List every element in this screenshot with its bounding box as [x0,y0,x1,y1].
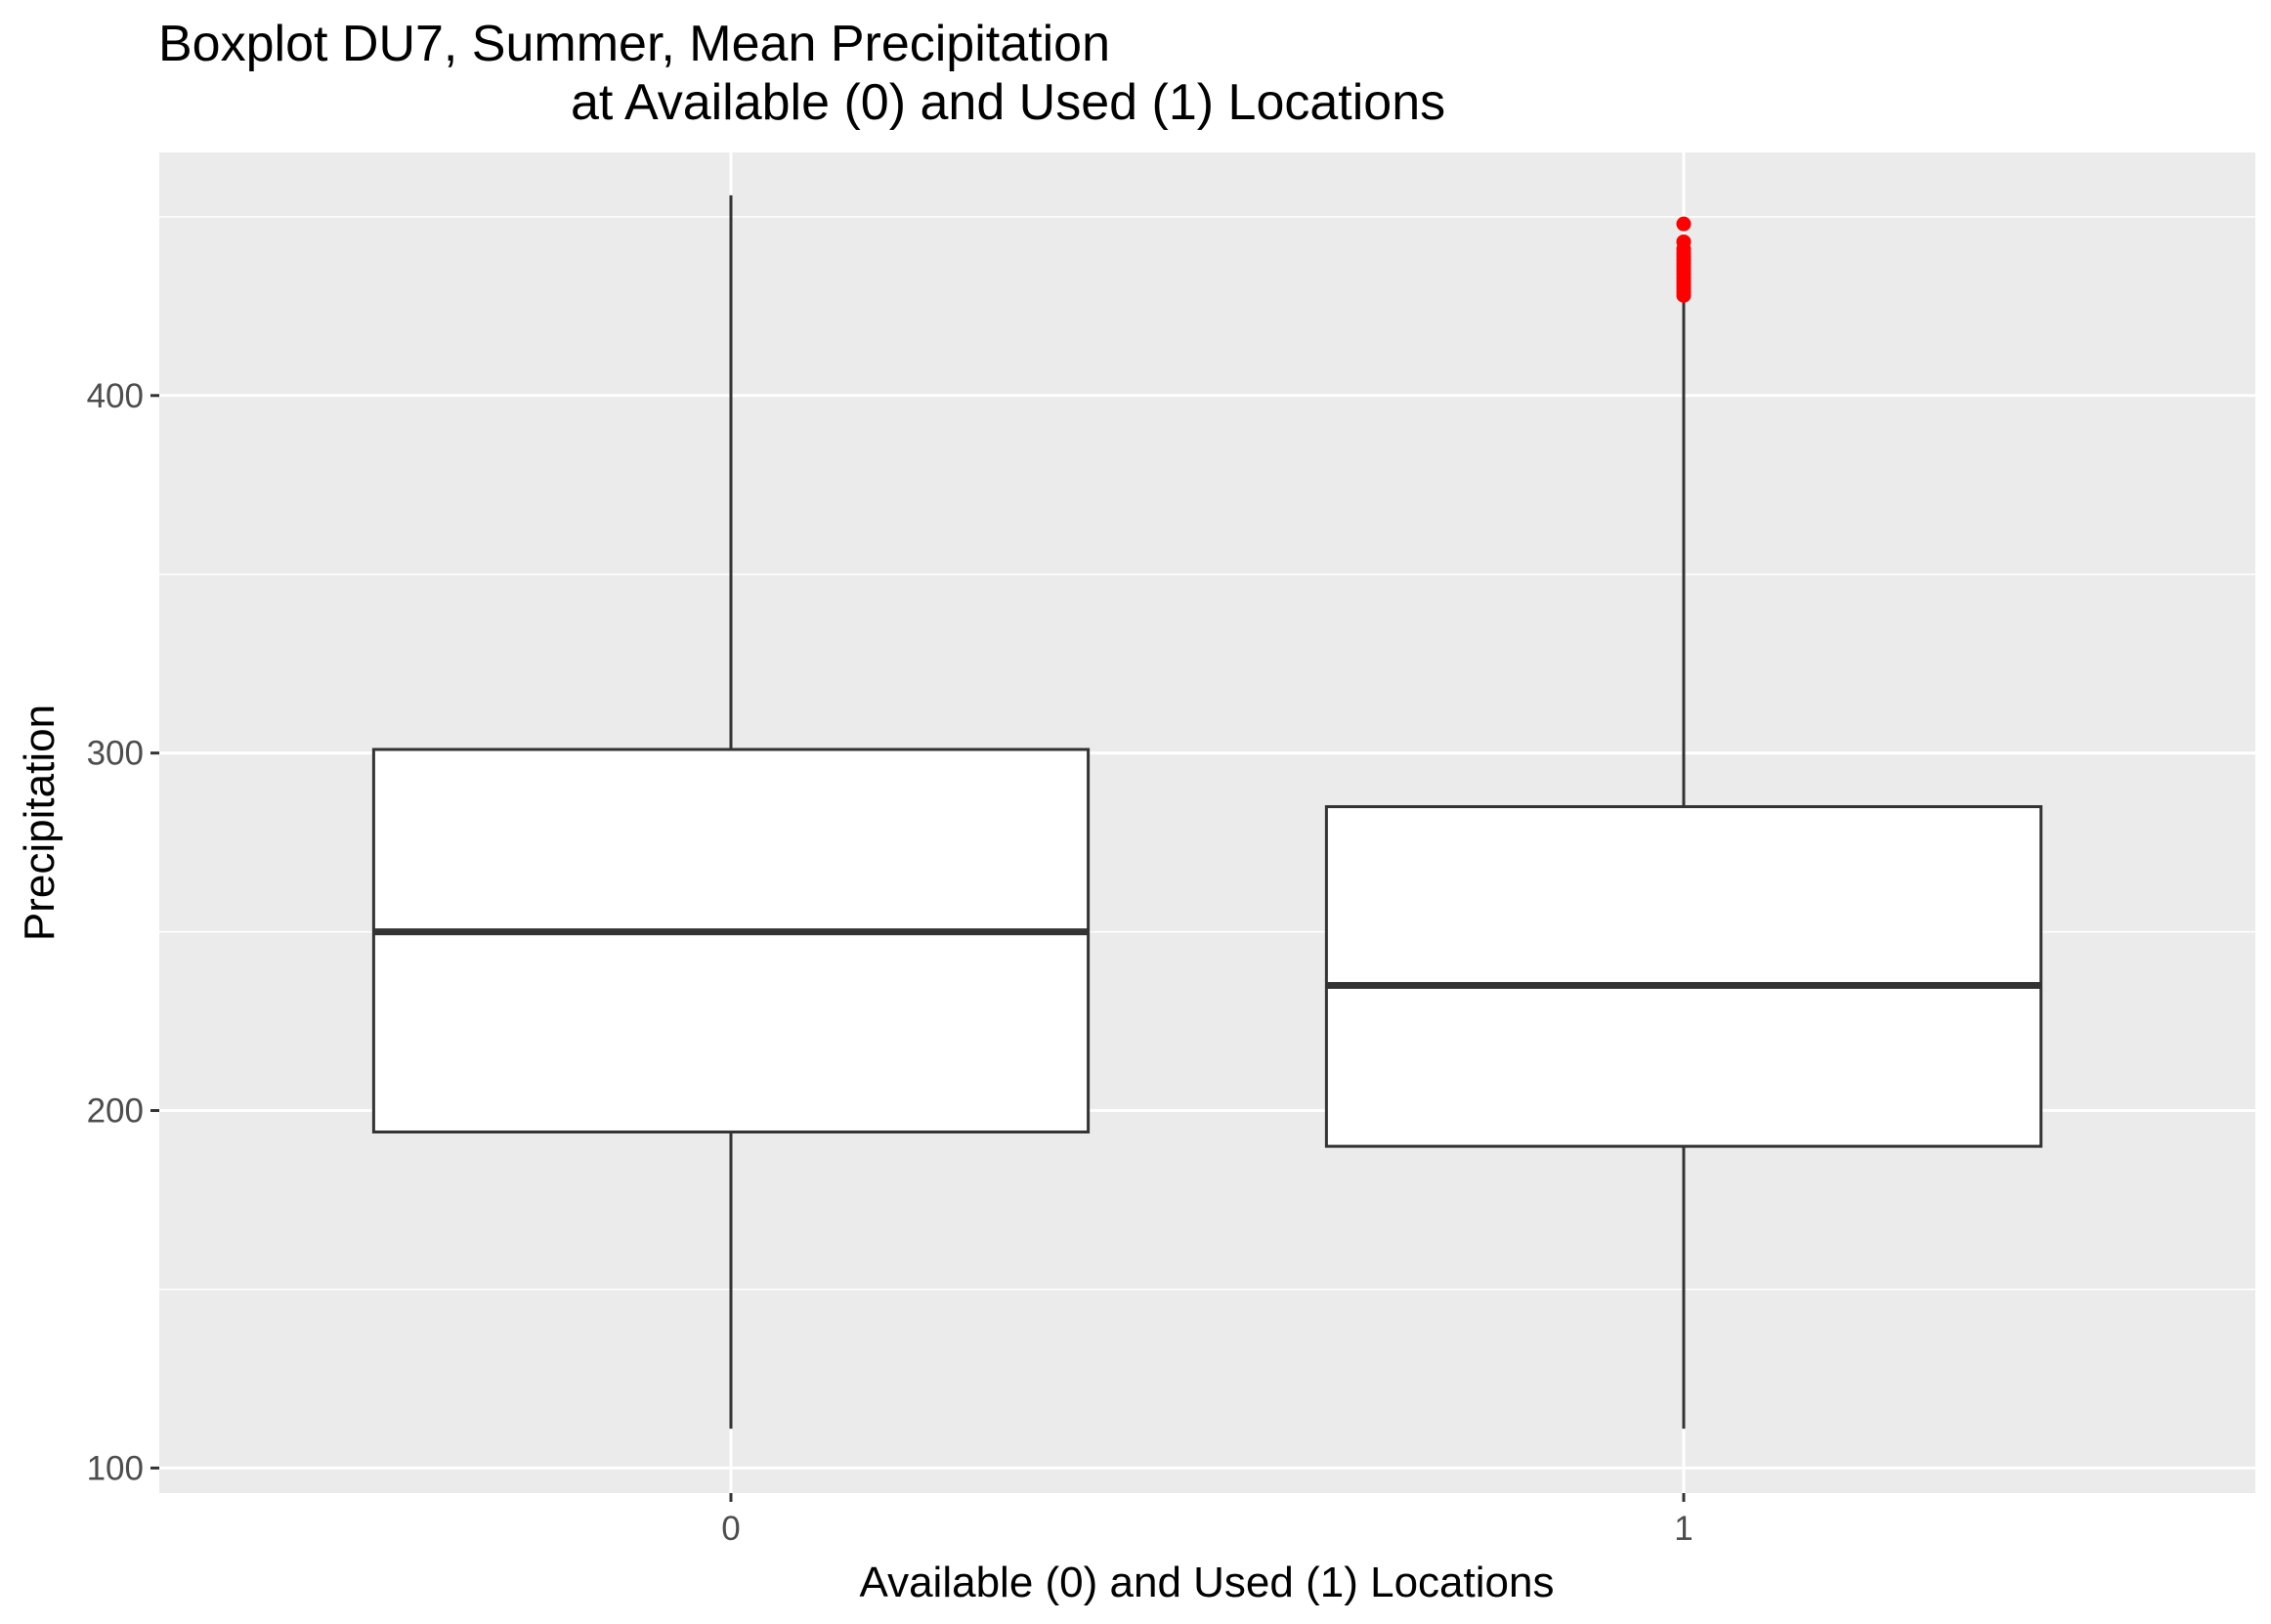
chart-subtitle: at Available (0) and Used (1) Locations [571,74,1445,131]
chart-title: Boxplot DU7, Summer, Mean Precipitation [158,16,1110,72]
y-tick-label: 300 [87,735,144,773]
x-tick-label: 0 [721,1510,740,1548]
iqr-box [371,748,1091,1133]
iqr-box [1324,805,2043,1148]
y-tick-label: 100 [87,1449,144,1487]
outlier-point [1676,216,1692,232]
y-axis-title: Precipitation [16,705,64,941]
box-group-0 [371,194,1091,1430]
x-axis-title: Available (0) and Used (1) Locations [860,1559,1555,1606]
outlier-point [1676,234,1692,249]
box-series [371,194,2043,1430]
y-tick-label: 400 [87,377,144,415]
y-tick-label: 200 [87,1092,144,1131]
x-tick-label: 1 [1674,1510,1693,1548]
box-group-1 [1324,216,2043,1430]
y-axis: 100 200 300 400 [87,377,159,1487]
